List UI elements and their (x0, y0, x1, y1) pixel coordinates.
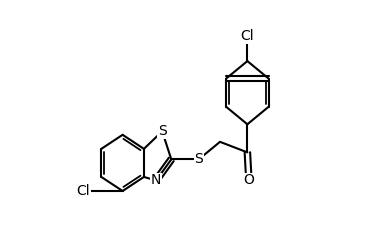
Text: S: S (158, 124, 166, 138)
Text: N: N (151, 173, 161, 187)
Text: Cl: Cl (76, 184, 90, 198)
Text: Cl: Cl (240, 30, 254, 43)
Text: O: O (243, 173, 254, 187)
Text: S: S (194, 152, 203, 166)
